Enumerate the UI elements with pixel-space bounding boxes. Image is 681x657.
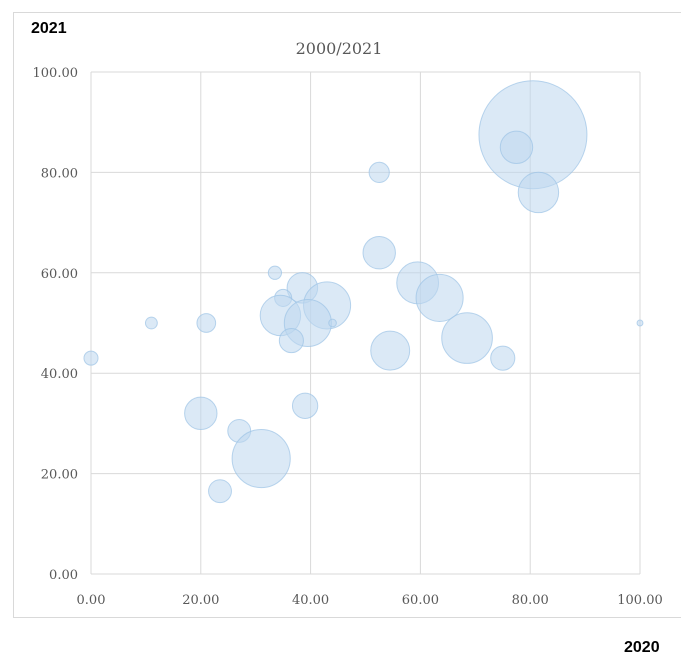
y-tick-label: 0.00 [49,568,78,583]
x-corner-label: 2020 [624,639,660,656]
bubble-point [231,428,291,489]
bubble-point [328,318,337,328]
x-tick-label: 100.00 [617,593,663,608]
x-tick-label: 20.00 [182,593,219,608]
bubble-point [490,345,516,371]
y-tick-label: 100.00 [33,66,79,81]
x-tick-label: 0.00 [77,593,106,608]
bubble-point [636,319,644,327]
x-tick-label: 40.00 [292,593,329,608]
axis-labels: 0.00 20.00 40.00 60.00 80.00 100.00 0.00 20.00 4… [33,66,663,608]
x-tick-label: 80.00 [512,593,549,608]
bubble-point [415,273,464,322]
bubble-point [196,313,217,333]
y-tick-label: 20.00 [41,468,78,483]
bubble-point [368,161,390,184]
bubble-point [362,236,396,270]
bubble-point [278,327,304,354]
bubble-point [208,479,232,504]
bubble-point [184,396,218,431]
bubble-point [441,312,493,364]
bubble-point [370,330,411,371]
bubble-point [499,130,534,165]
chart-title: 2000/2021 [296,39,383,58]
bubble-point [517,171,560,214]
bubble-point [83,350,99,366]
bubble-point [267,265,283,280]
bubble-point [144,316,158,330]
x-tick-label: 60.00 [402,593,439,608]
y-corner-label: 2021 [31,20,67,37]
y-tick-label: 60.00 [41,267,78,282]
y-tick-label: 80.00 [41,166,78,181]
bubble-point [291,392,319,419]
bubbles [83,80,644,504]
y-tick-label: 40.00 [41,367,78,382]
